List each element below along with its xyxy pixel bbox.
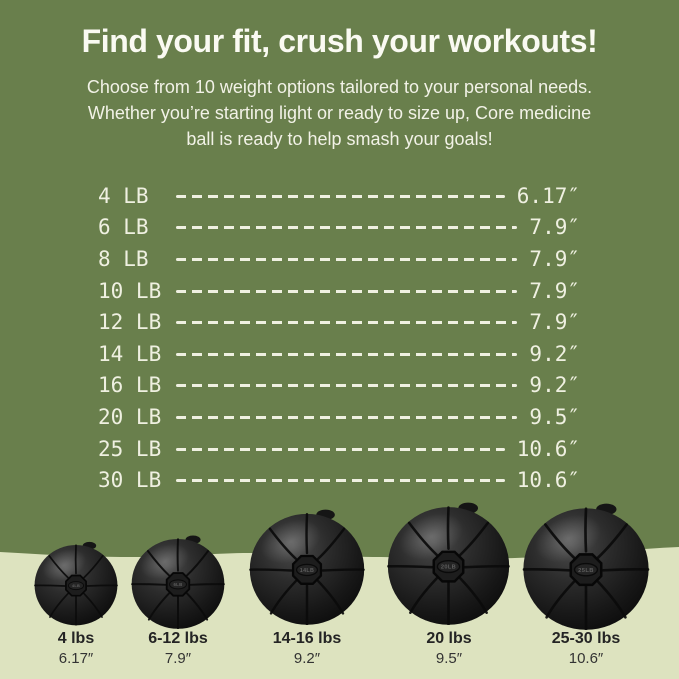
weight-size-list: 4 LB 6.17″ 6 LB 7.9″ 8 LB 7.9″ 10 LB 7.9… bbox=[98, 180, 580, 496]
weight-label: 30 LB bbox=[98, 468, 162, 493]
medicine-ball-6-12lb: 6LB bbox=[130, 535, 226, 629]
ball-badge: 4LB bbox=[72, 584, 80, 588]
ball-badge: 6LB bbox=[174, 582, 183, 587]
size-row: 8 LB 7.9″ bbox=[98, 243, 580, 275]
weight-label: 25 LB bbox=[98, 436, 162, 461]
diameter-value: 10.6″ bbox=[516, 436, 580, 461]
ball-label: 6-12 lbs 7.9″ bbox=[113, 629, 243, 668]
ball-size-label: 7.9″ bbox=[164, 650, 192, 667]
medicine-ball-20lb: 20LB bbox=[387, 500, 510, 627]
size-row: 14 LB 9.2″ bbox=[98, 338, 580, 370]
ball-badge: 25LB bbox=[578, 568, 594, 574]
diameter-value: 7.9″ bbox=[529, 246, 580, 271]
dash-leader bbox=[176, 447, 505, 451]
diameter-value: 7.9″ bbox=[529, 310, 580, 335]
diameter-value: 7.9″ bbox=[529, 215, 580, 240]
medicine-ball-14-16lb: 14LB bbox=[249, 508, 365, 626]
dash-leader bbox=[176, 289, 518, 293]
diameter-value: 9.5″ bbox=[529, 404, 580, 429]
ball-badge: 20LB bbox=[441, 565, 456, 571]
weight-label: 6 LB bbox=[98, 215, 149, 240]
ball-weight-label: 25-30 lbs bbox=[551, 630, 621, 647]
size-row: 20 LB 9.5″ bbox=[98, 401, 580, 433]
size-row: 6 LB 7.9″ bbox=[98, 212, 580, 244]
weight-label: 20 LB bbox=[98, 404, 162, 429]
ball-label: 25-30 lbs 10.6″ bbox=[521, 629, 651, 668]
ball-weight-label: 20 lbs bbox=[426, 630, 472, 647]
diameter-value: 6.17″ bbox=[516, 183, 580, 208]
diameter-value: 7.9″ bbox=[529, 278, 580, 303]
ball-weight-label: 4 lbs bbox=[57, 630, 95, 647]
size-row: 10 LB 7.9″ bbox=[98, 275, 580, 307]
dash-leader bbox=[176, 352, 518, 356]
intro-line: Whether you’re starting light or ready t… bbox=[87, 103, 592, 123]
dash-leader bbox=[176, 479, 505, 483]
ball-label: 20 lbs 9.5″ bbox=[384, 629, 514, 668]
page-title: Find your fit, crush your workouts! bbox=[81, 23, 598, 59]
dash-leader bbox=[176, 257, 518, 261]
ball-badge: 14LB bbox=[300, 568, 314, 574]
size-row: 30 LB 10.6″ bbox=[98, 464, 580, 496]
size-row: 4 LB 6.17″ bbox=[98, 180, 580, 212]
size-row: 16 LB 9.2″ bbox=[98, 370, 580, 402]
diameter-value: 10.6″ bbox=[516, 468, 580, 493]
weight-label: 4 LB bbox=[98, 183, 149, 208]
intro-line: ball is ready to help smash your goals! bbox=[186, 129, 493, 149]
ball-size-label: 9.5″ bbox=[435, 650, 463, 667]
weight-label: 12 LB bbox=[98, 310, 162, 335]
medicine-ball-4lb: 4LB bbox=[34, 541, 118, 626]
dash-leader bbox=[176, 384, 518, 388]
ball-weight-label: 14-16 lbs bbox=[272, 630, 342, 647]
dash-leader bbox=[176, 194, 505, 198]
ball-size-label: 6.17″ bbox=[58, 650, 94, 667]
weight-label: 16 LB bbox=[98, 373, 162, 398]
dash-leader bbox=[176, 321, 518, 325]
dash-leader bbox=[176, 415, 518, 419]
ball-size-label: 10.6″ bbox=[568, 650, 604, 667]
intro-text: Choose from 10 weight options tailored t… bbox=[0, 74, 679, 152]
size-row: 12 LB 7.9″ bbox=[98, 306, 580, 338]
intro-line: Choose from 10 weight options tailored t… bbox=[86, 77, 593, 97]
diameter-value: 9.2″ bbox=[529, 341, 580, 366]
ball-weight-label: 6-12 lbs bbox=[148, 630, 208, 647]
weight-label: 14 LB bbox=[98, 341, 162, 366]
ball-label: 4 lbs 6.17″ bbox=[11, 629, 141, 668]
ball-label: 14-16 lbs 9.2″ bbox=[242, 629, 372, 668]
dash-leader bbox=[176, 226, 518, 230]
weight-label: 8 LB bbox=[98, 246, 149, 271]
ball-size-label: 9.2″ bbox=[293, 650, 321, 667]
weight-label: 10 LB bbox=[98, 278, 162, 303]
diameter-value: 9.2″ bbox=[529, 373, 580, 398]
size-row: 25 LB 10.6″ bbox=[98, 433, 580, 465]
medicine-ball-25-30lb: 25LB bbox=[522, 503, 650, 630]
